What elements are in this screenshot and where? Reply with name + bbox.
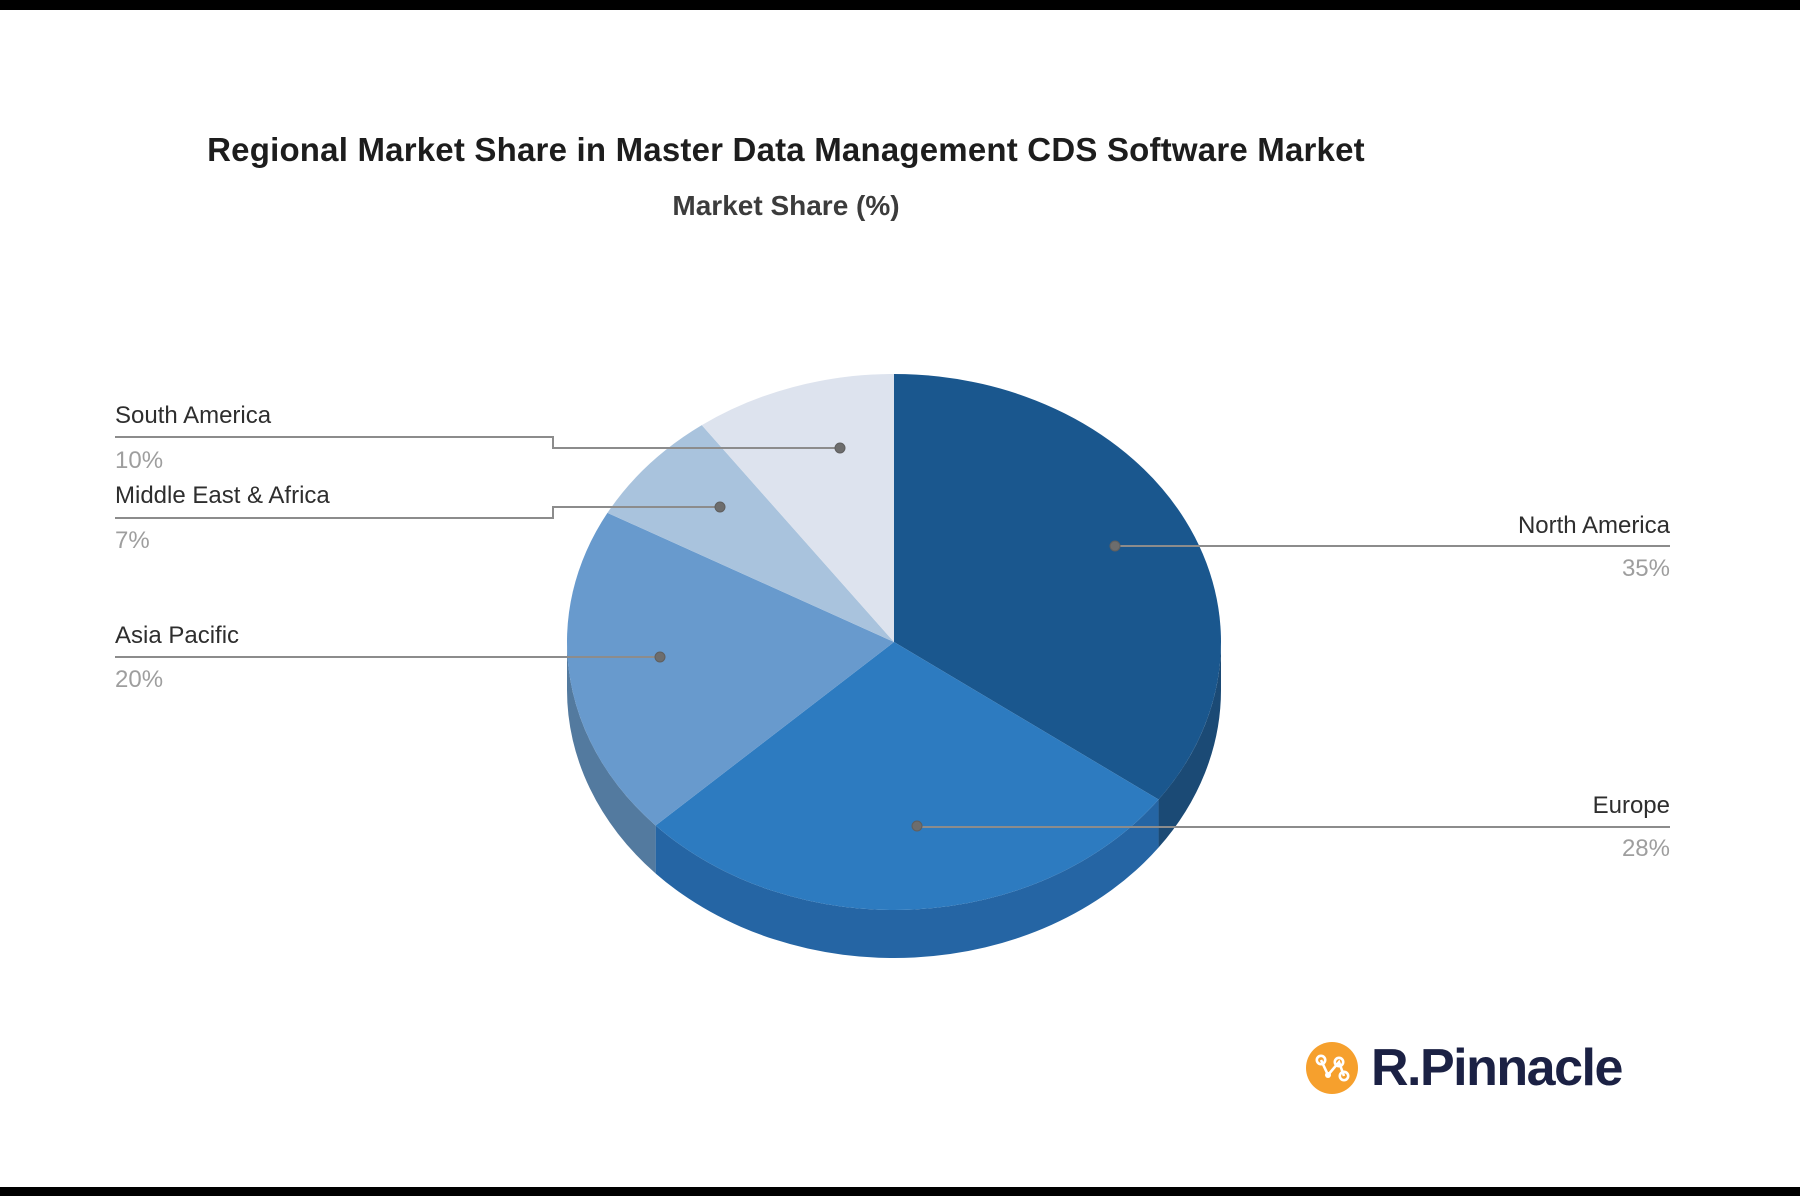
brand-logo: R.Pinnacle [1306,1039,1623,1097]
chart-title: Regional Market Share in Master Data Man… [207,131,1365,168]
bottom-black-bar [0,1187,1800,1196]
leader-dot-north-america [1109,540,1121,552]
slice-label-south-america: South America [115,402,272,429]
slice-value-north-america: 35% [1621,555,1670,582]
pie-3d-sides [567,642,1221,959]
slice-value-middle-east-africa: 7% [115,527,150,554]
slice-value-europe: 28% [1621,835,1670,862]
slice-label-north-america: North America [1517,512,1670,539]
leader-line-south-america [115,436,840,449]
pie-slice-asia-pacific [567,512,894,826]
pie-slice-side-asia-pacific [567,642,656,874]
pie-slices [567,374,1221,910]
chart-subtitle: Market Share (%) [672,190,900,221]
logo-network-icon [1306,1042,1358,1094]
pie-slice-side-europe [655,799,1159,959]
pie-slice-europe [655,642,1159,910]
pie-slice-south-america [701,374,894,642]
slice-value-asia-pacific: 20% [115,666,164,693]
leader-line-middle-east-and-africa [115,506,720,519]
leader-dot-middle-east-and-africa [714,501,726,513]
leader-dot-europe [911,820,923,832]
slice-value-south-america: 10% [115,447,164,474]
slice-label-europe: Europe [1592,792,1670,819]
leader-dot-asia-pacific [654,651,666,663]
slice-label-middle-east-africa: Middle East & Africa [115,482,330,509]
slice-label-asia-pacific: Asia Pacific [115,622,240,649]
pie-slice-north-america [894,374,1221,800]
leader-dot-south-america [834,442,846,454]
top-black-bar [0,0,1800,10]
pie-slice-side-north-america [1158,642,1221,848]
logo-text: R.Pinnacle [1371,1039,1623,1097]
pie-slice-middle-east-and-africa [607,425,894,642]
callout-leader-lines [115,436,1670,832]
